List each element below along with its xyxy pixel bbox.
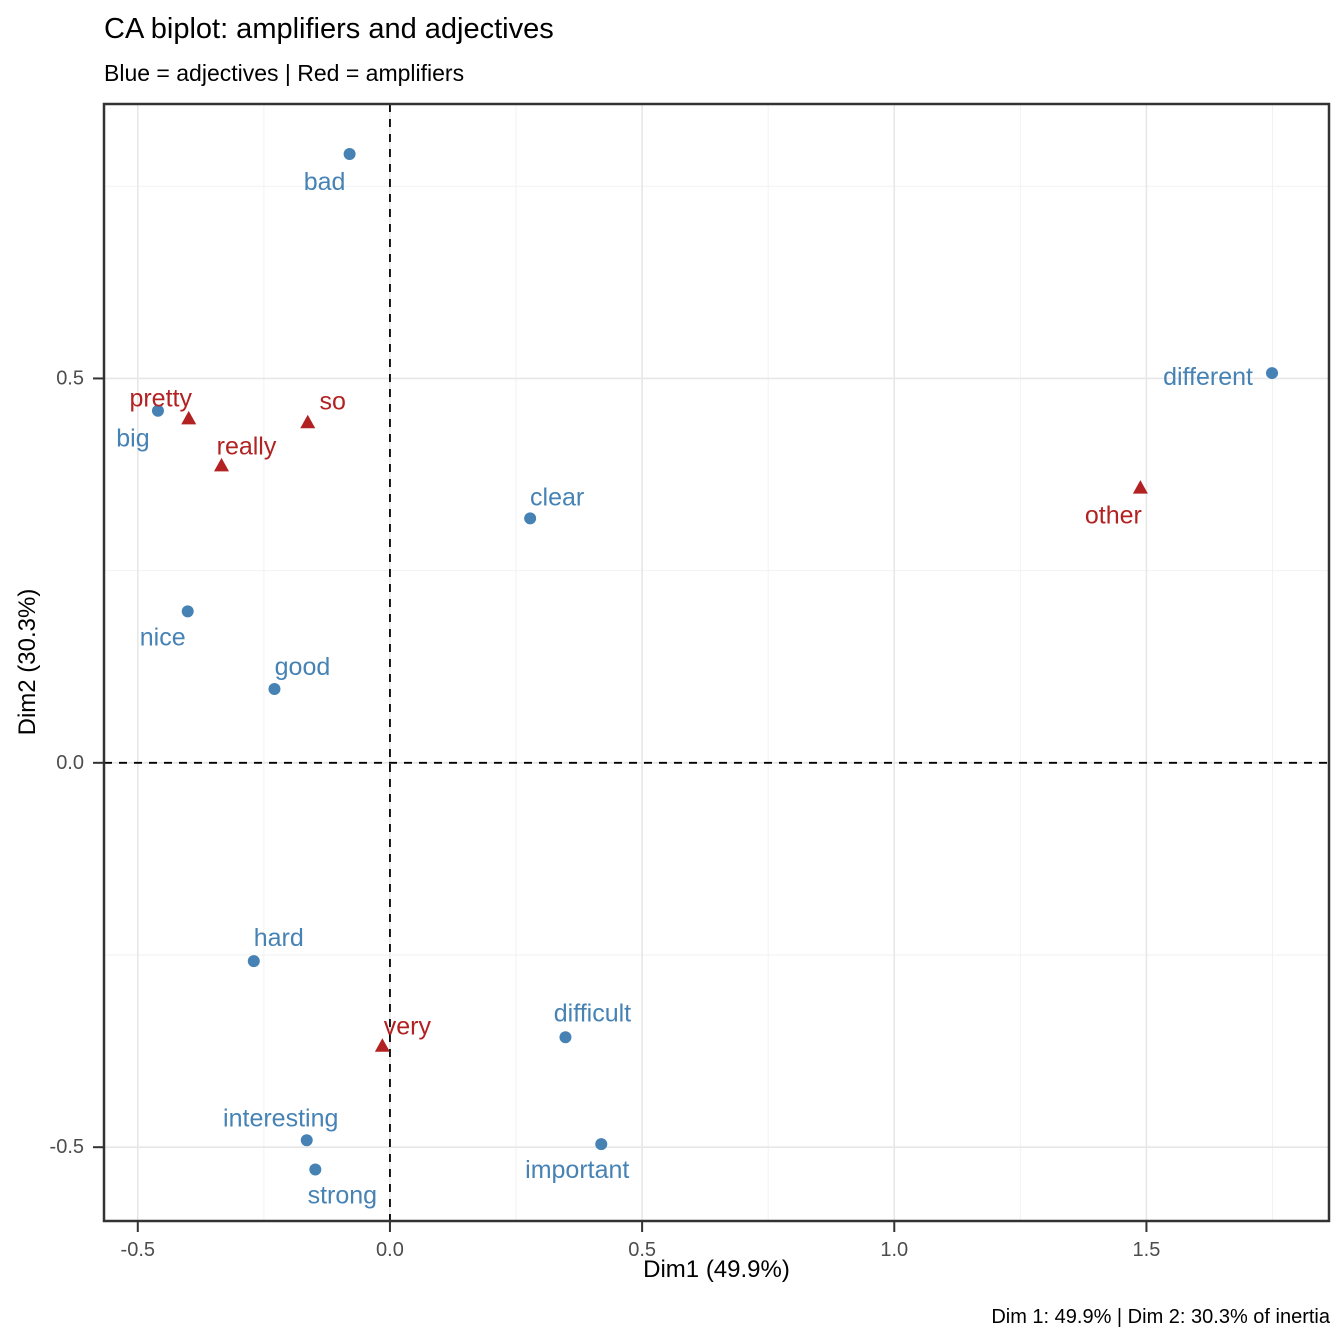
point-label-important: important xyxy=(525,1156,629,1184)
y-axis-title: Dim2 (30.3%) xyxy=(14,588,41,736)
data-point-hard xyxy=(247,955,260,968)
data-point-different xyxy=(1266,367,1279,380)
data-point-pretty xyxy=(181,410,197,425)
chart-subtitle: Blue = adjectives | Red = amplifiers xyxy=(104,60,465,86)
point-label-very: very xyxy=(384,1013,432,1041)
point-label-hard: hard xyxy=(254,924,304,952)
data-point-other xyxy=(1132,480,1148,494)
y-tick-label: 0.5 xyxy=(56,367,84,389)
x-tick-label: 1.5 xyxy=(1133,1239,1161,1261)
plot-panel-border xyxy=(102,102,1331,1223)
point-label-bad: bad xyxy=(304,168,346,196)
data-point-nice xyxy=(181,605,194,618)
data-point-bad xyxy=(343,147,356,160)
point-label-interesting: interesting xyxy=(223,1104,338,1132)
point-label-good: good xyxy=(275,653,331,681)
data-point-big xyxy=(151,404,164,417)
x-tick-label: 1.0 xyxy=(880,1239,908,1261)
data-point-difficult xyxy=(559,1031,572,1044)
x-tick-label: -0.5 xyxy=(121,1239,155,1261)
point-label-pretty: pretty xyxy=(129,384,192,412)
y-tick-label: -0.5 xyxy=(50,1136,84,1158)
data-point-clear xyxy=(524,512,537,525)
data-point-very xyxy=(374,1038,390,1052)
point-label-nice: nice xyxy=(140,623,186,651)
y-tick-label: 0.0 xyxy=(56,752,84,774)
x-tick-label: 0.0 xyxy=(376,1239,404,1261)
point-label-really: really xyxy=(217,432,277,460)
point-label-different: different xyxy=(1163,363,1253,391)
data-point-really xyxy=(214,457,230,472)
data-point-good xyxy=(268,683,281,696)
point-label-so: so xyxy=(320,387,346,415)
data-point-strong xyxy=(309,1163,322,1176)
chart-title: CA biplot: amplifiers and adjectives xyxy=(104,13,554,45)
data-point-important xyxy=(595,1138,608,1151)
x-tick-label: 0.5 xyxy=(628,1239,656,1261)
point-label-strong: strong xyxy=(308,1181,377,1209)
data-point-so xyxy=(300,414,316,429)
point-label-clear: clear xyxy=(530,483,584,511)
data-point-interesting xyxy=(300,1134,313,1147)
point-label-difficult: difficult xyxy=(554,999,631,1027)
point-label-big: big xyxy=(116,425,149,453)
x-axis-title: Dim1 (49.9%) xyxy=(643,1256,790,1283)
point-label-other: other xyxy=(1085,502,1142,530)
chart-caption: Dim 1: 49.9% | Dim 2: 30.3% of inertia xyxy=(991,1306,1330,1328)
